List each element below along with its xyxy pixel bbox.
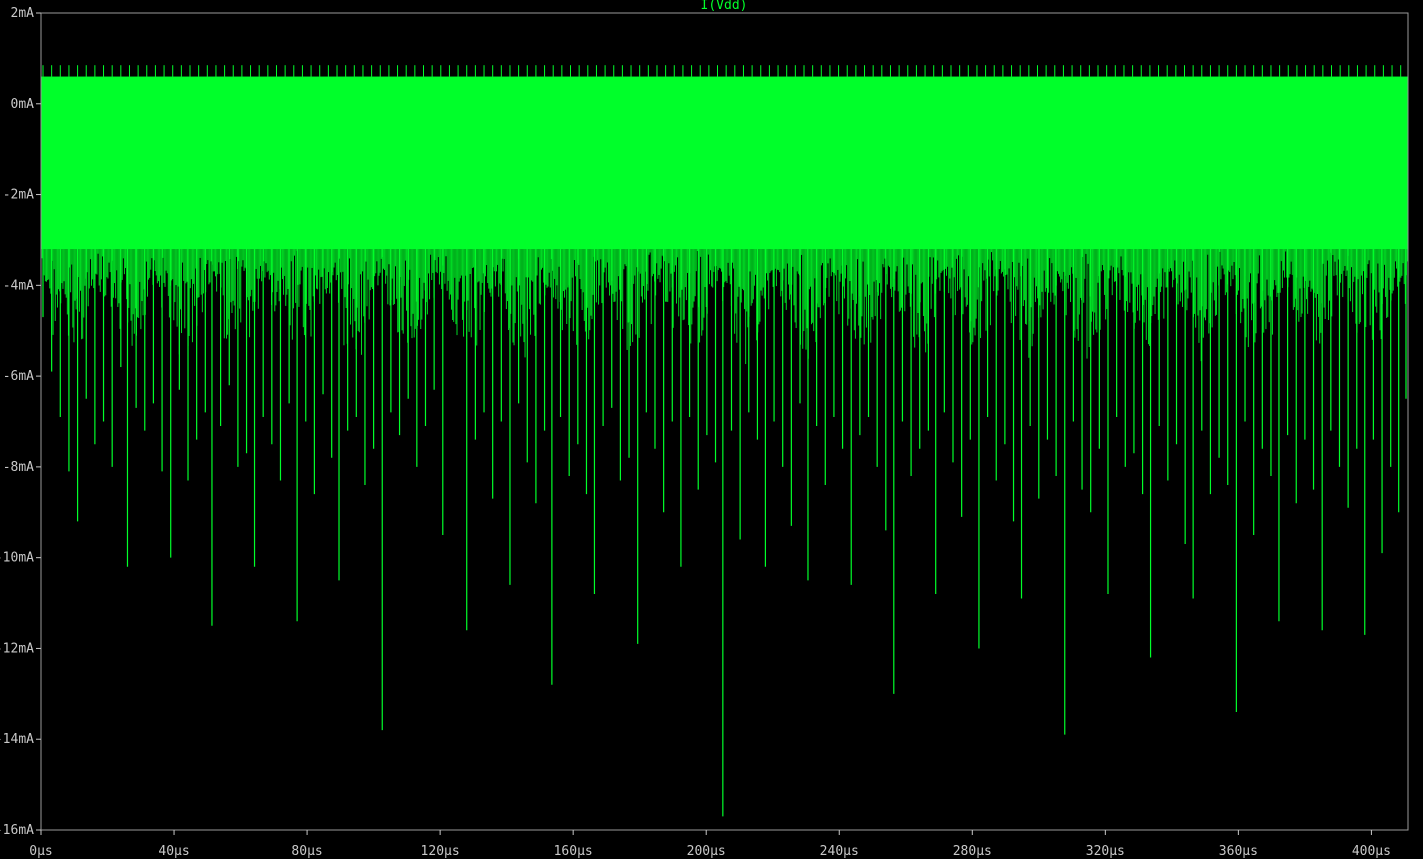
y-tick-label: -8mA [3, 460, 34, 475]
x-tick-label: 200µs [687, 844, 726, 859]
x-tick-label: 120µs [421, 844, 460, 859]
y-tick-label: -12mA [0, 641, 34, 656]
y-tick-label: 2mA [11, 6, 35, 21]
y-tick-label: -2mA [3, 188, 34, 203]
y-axis: 2mA 0mA -2mA -4mA -6mA -8mA -10mA -12mA -14mA -16… [0, 6, 41, 838]
x-tick-label: 320µs [1086, 844, 1125, 859]
x-tick-label: 280µs [953, 844, 992, 859]
x-tick-label: 240µs [820, 844, 859, 859]
x-tick-label: 400µs [1352, 844, 1391, 859]
x-tick-label: 360µs [1219, 844, 1258, 859]
y-tick-label: -4mA [3, 278, 34, 293]
plot-frame [40, 12, 1409, 831]
trace-label[interactable]: I(Vdd) [701, 0, 748, 13]
x-tick-label: 40µs [158, 844, 189, 859]
y-tick-label: -14mA [0, 732, 34, 747]
y-tick-label: -16mA [0, 823, 34, 838]
y-tick-label: 0mA [11, 97, 35, 112]
x-tick-label: 0µs [29, 844, 52, 859]
y-tick-label: -10mA [0, 551, 34, 566]
x-axis: 0µs 40µs 80µs 120µs 160µs 200µs 240µs 280µs 320µ… [29, 830, 1391, 859]
trace-envelope [41, 76, 1408, 250]
y-tick-label: -6mA [3, 369, 34, 384]
x-tick-label: 80µs [291, 844, 322, 859]
x-tick-label: 160µs [554, 844, 593, 859]
trace-layer [40, 65, 1409, 817]
